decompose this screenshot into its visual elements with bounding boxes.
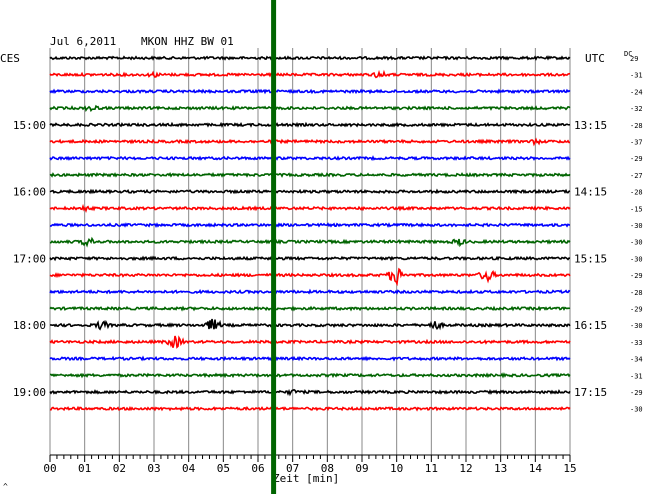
x-tick-label-05: 05 <box>217 462 230 475</box>
seismic-trace-5 <box>49 137 570 147</box>
dc-offset-label-17: -33 <box>630 339 643 347</box>
x-tick-label-06: 06 <box>251 462 264 475</box>
dc-offset-label-13: -29 <box>630 272 643 280</box>
seismic-trace-15 <box>49 305 571 312</box>
dc-offset-label-2: -24 <box>630 88 643 96</box>
trace-group: 29 -31 -24 -32 -28 -37 -29 -27 -28 -15 -30 -30 -30 -2… <box>49 55 643 414</box>
seismic-trace-17 <box>49 335 571 349</box>
dc-offset-label-15: -29 <box>630 306 643 314</box>
seismic-trace-19 <box>49 372 571 379</box>
seismic-trace-11 <box>49 236 571 248</box>
dc-offset-label-9: -15 <box>630 205 643 213</box>
marker-bar <box>271 0 277 494</box>
dc-offset-label-18: -34 <box>630 356 643 364</box>
dc-offset-label-21: -30 <box>630 406 643 414</box>
x-tick-label-15: 15 <box>563 462 576 475</box>
marker-layer <box>271 0 277 494</box>
right-time-label: 13:15 <box>574 119 607 132</box>
dc-offset-label-16: -30 <box>630 322 643 330</box>
x-tick-label-13: 13 <box>494 462 507 475</box>
x-tick-label-12: 12 <box>459 462 472 475</box>
x-tick-label-00: 00 <box>43 462 56 475</box>
dc-offset-label-0: 29 <box>630 55 638 63</box>
right-time-label: 15:15 <box>574 252 607 265</box>
seismic-trace-13 <box>49 267 571 287</box>
left-hour-label: 16:00 <box>13 186 46 199</box>
corner-mark: ^ <box>3 482 8 491</box>
x-tick-label-09: 09 <box>355 462 368 475</box>
dc-offset-label-7: -27 <box>630 172 643 180</box>
grid-lines <box>49 48 571 455</box>
seismic-trace-16 <box>49 318 571 331</box>
right-time-label: 16:15 <box>574 319 607 332</box>
seismic-trace-0 <box>49 55 571 61</box>
x-tick-label-01: 01 <box>78 462 91 475</box>
dc-offset-label-8: -28 <box>630 189 643 197</box>
left-zone-label: CES <box>0 52 20 65</box>
dc-offset-label-11: -30 <box>630 239 643 247</box>
dc-offset-label-10: -30 <box>630 222 643 230</box>
x-tick-label-11: 11 <box>425 462 438 475</box>
seismic-trace-20 <box>49 388 571 397</box>
x-tick-label-14: 14 <box>529 462 543 475</box>
x-tick-label-02: 02 <box>113 462 126 475</box>
seismic-trace-8 <box>49 188 571 195</box>
right-time-label: 14:15 <box>574 186 607 199</box>
left-hour-label: 15:00 <box>13 119 46 132</box>
time-labels: 15:00 16:00 17:00 18:00 19:00 13:15 14:15 15:15… <box>13 119 607 399</box>
right-zone-label: UTC <box>585 52 605 65</box>
seismic-trace-12 <box>49 255 571 262</box>
dc-offset-label-1: -31 <box>630 72 643 80</box>
dc-offset-label-19: -31 <box>630 372 643 380</box>
seismic-trace-10 <box>49 222 570 229</box>
seismic-trace-4 <box>49 121 571 128</box>
x-tick-label-04: 04 <box>182 462 196 475</box>
seismic-trace-21 <box>49 405 571 412</box>
dc-offset-label-14: -28 <box>630 289 643 297</box>
x-tick-label-10: 10 <box>390 462 403 475</box>
seismic-trace-3 <box>49 104 571 113</box>
x-axis-label: Zeit [min] <box>273 472 339 485</box>
left-hour-label: 18:00 <box>13 319 46 332</box>
seismic-trace-6 <box>49 155 571 162</box>
dc-offset-label-20: -29 <box>630 389 643 397</box>
dc-offset-label-5: -37 <box>630 139 643 147</box>
seismic-trace-18 <box>49 355 571 362</box>
seismic-trace-7 <box>49 172 571 178</box>
x-tick-label-03: 03 <box>147 462 160 475</box>
dc-offset-label-4: -28 <box>630 122 643 130</box>
header-station: MKON HHZ BW 01 <box>141 35 234 48</box>
dc-offset-label-6: -29 <box>630 155 643 163</box>
dc-offset-label-3: -32 <box>630 105 643 113</box>
left-hour-label: 17:00 <box>13 252 46 265</box>
dc-offset-label-12: -30 <box>630 255 643 263</box>
left-hour-label: 19:00 <box>13 386 46 399</box>
right-time-label: 17:15 <box>574 386 607 399</box>
seismic-trace-1 <box>49 69 571 79</box>
x-tick-label-08: 08 <box>321 462 334 475</box>
time-axis: 00 01 02 03 04 05 06 07 08 09 10 11 12 13 14 15 <box>43 454 577 475</box>
seismic-trace-9 <box>49 203 571 214</box>
seismic-trace-14 <box>49 288 571 295</box>
x-tick-label-07: 07 <box>286 462 299 475</box>
seismic-trace-2 <box>49 88 571 95</box>
header-date: Jul 6,2011 <box>50 35 116 48</box>
dc-label: DC <box>624 50 632 58</box>
